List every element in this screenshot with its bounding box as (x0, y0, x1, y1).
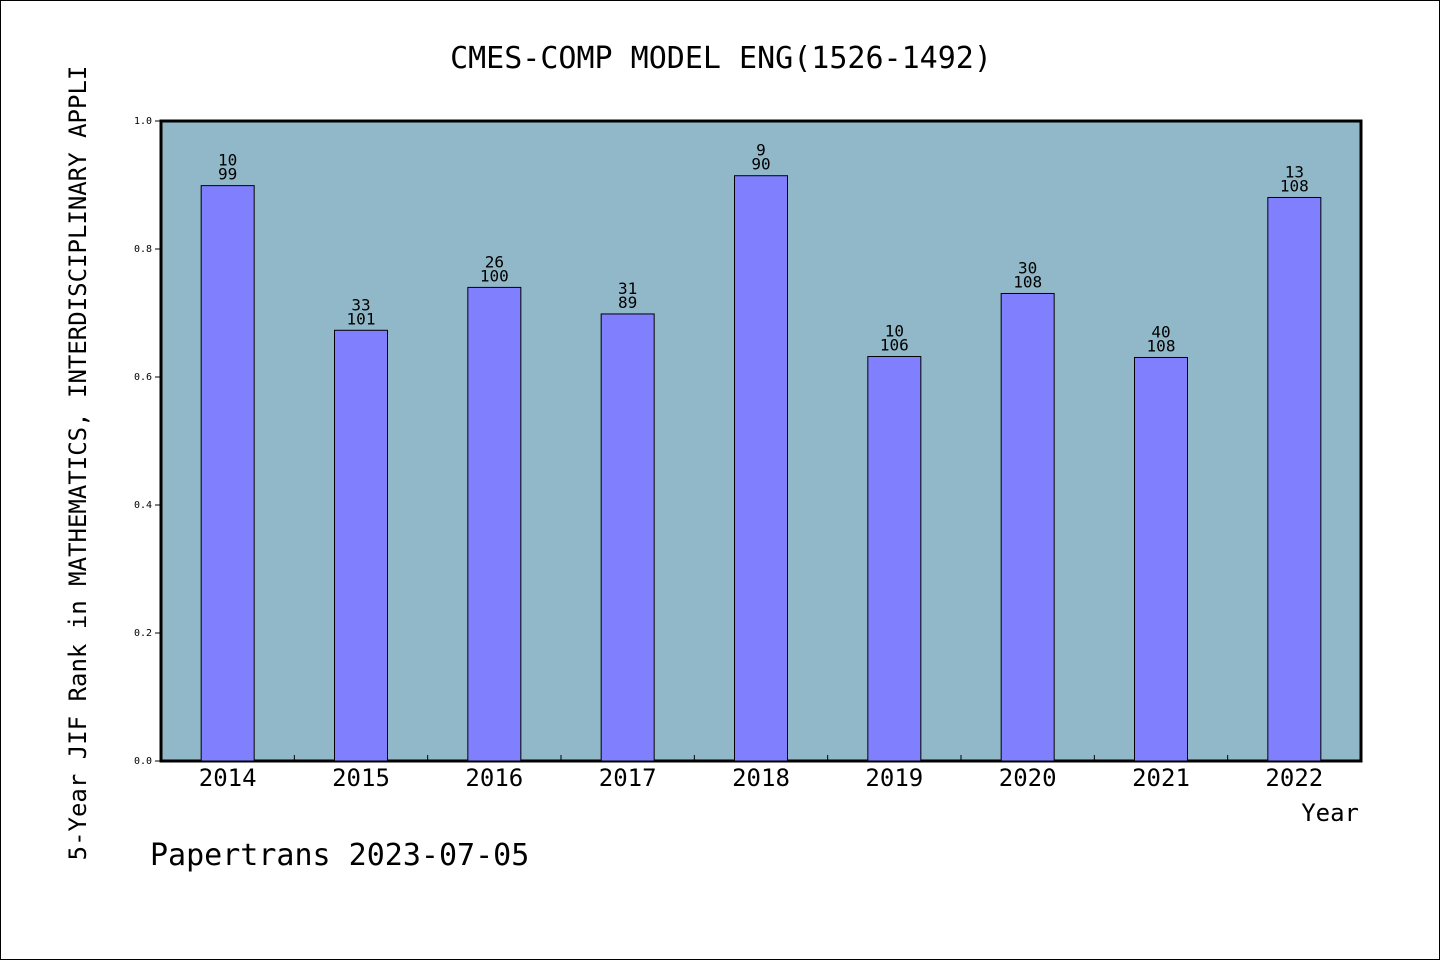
y-tick-label: 0.0 (134, 756, 152, 767)
bar (867, 356, 922, 762)
bar-total-label: 89 (618, 293, 637, 312)
bar (334, 329, 388, 762)
x-axis: 2014 2015 2016 2017 2018 2019 2020 2021 2022 (199, 755, 1323, 792)
bars-group: 1099331012610031899901010630108401081310… (200, 141, 1322, 762)
bar (734, 175, 788, 762)
bar (1000, 292, 1055, 762)
bar (200, 185, 255, 762)
y-tick-label: 0.6 (134, 372, 152, 383)
x-tick-label: 2017 (599, 764, 657, 792)
bar-total-label: 106 (880, 336, 909, 355)
x-tick-label: 2015 (332, 764, 390, 792)
bar (467, 286, 522, 762)
x-tick-label: 2019 (865, 764, 923, 792)
y-axis-label: 5-Year JIF Rank in MATHEMATICS, INTERDIS… (64, 66, 92, 861)
bar-rank-label: 40 (1151, 322, 1170, 341)
bar-total-label: 100 (480, 266, 509, 285)
bar (600, 313, 655, 762)
bar-total-label: 108 (1280, 176, 1309, 195)
bar-rank-label: 9 (756, 141, 766, 160)
y-tick-label: 0.4 (134, 500, 152, 511)
x-tick-label: 2016 (465, 764, 523, 792)
x-axis-label: Year (1301, 799, 1359, 827)
footer-credit: Papertrans 2023-07-05 (150, 838, 529, 873)
bar (1134, 356, 1188, 762)
bar-rank-label: 26 (485, 252, 504, 271)
bar-rank-label: 30 (1018, 258, 1037, 277)
bar-rank-label: 13 (1285, 162, 1304, 181)
bar-rank-label: 10 (885, 322, 904, 341)
bar (1267, 196, 1322, 762)
bar-total-label: 99 (218, 165, 237, 184)
x-tick-label: 2022 (1265, 764, 1323, 792)
y-tick-label: 1.0 (134, 116, 152, 127)
y-axis: 0.0 0.2 0.4 0.6 0.8 1.0 (134, 116, 161, 767)
bar-rank-label: 33 (351, 295, 370, 314)
x-tick-label: 2020 (999, 764, 1057, 792)
bar-total-label: 108 (1147, 336, 1176, 355)
bar-total-label: 108 (1013, 272, 1042, 291)
bar-rank-label: 10 (218, 151, 237, 170)
bar-total-label: 90 (751, 155, 770, 174)
y-tick-label: 0.8 (134, 244, 152, 255)
bar-total-label: 101 (347, 309, 376, 328)
bar-rank-label: 31 (618, 279, 637, 298)
y-tick-label: 0.2 (134, 628, 152, 639)
x-tick-label: 2018 (732, 764, 790, 792)
x-tick-label: 2014 (199, 764, 257, 792)
x-tick-label: 2021 (1132, 764, 1190, 792)
chart-title: CMES-COMP MODEL ENG(1526-1492) (450, 41, 992, 76)
